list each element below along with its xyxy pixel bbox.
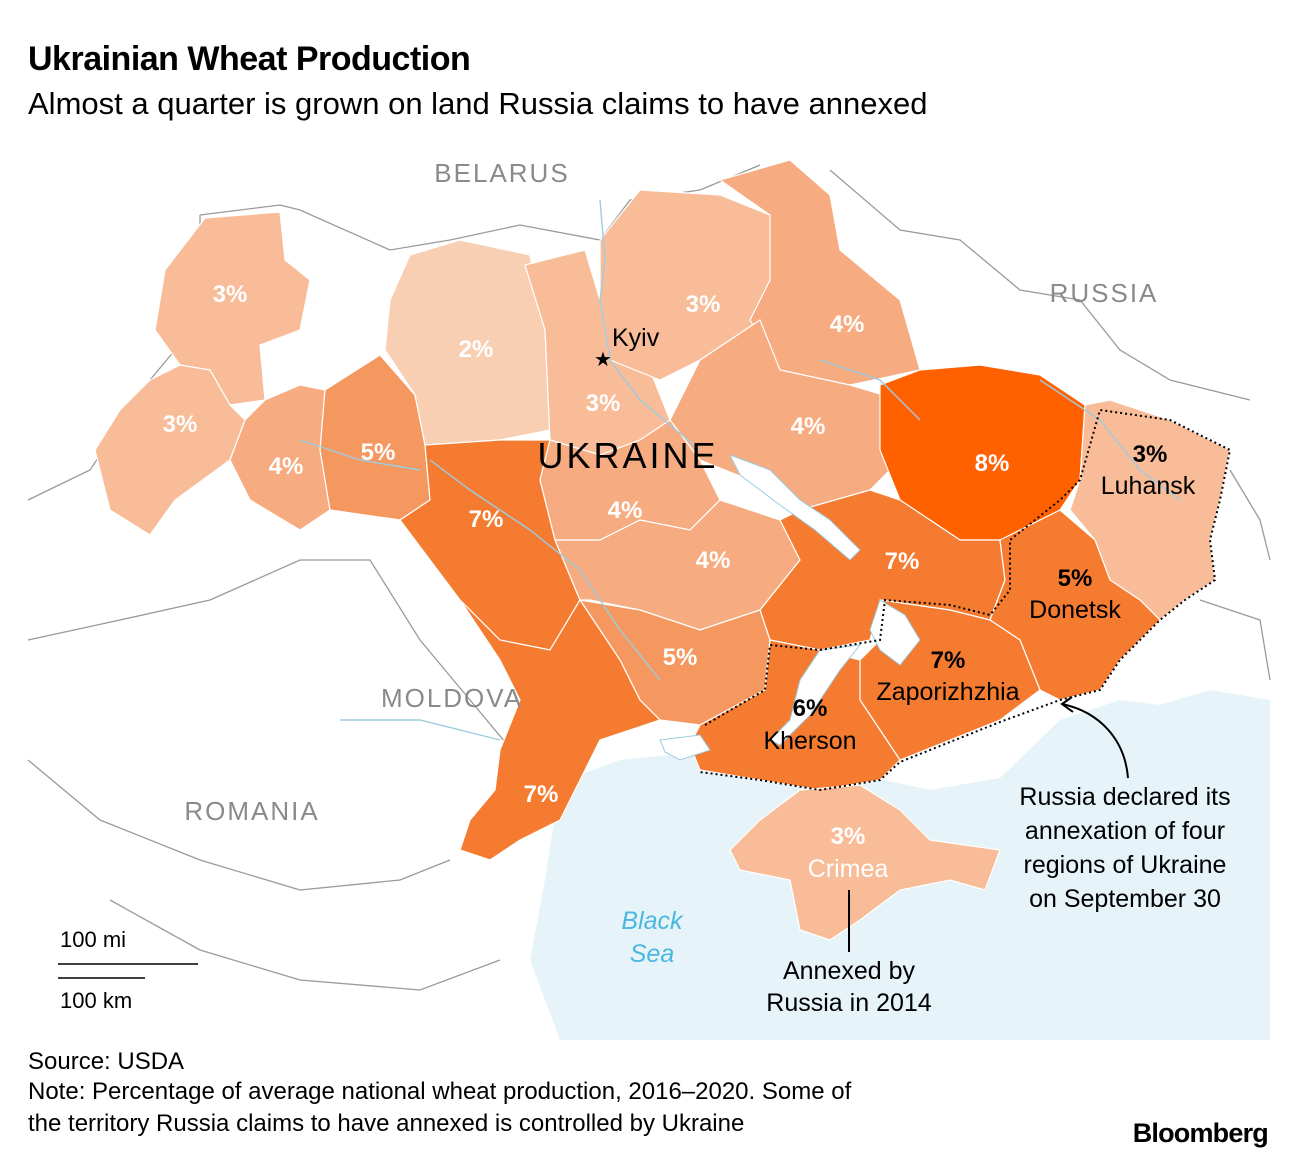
value-dnipropetrovsk: 7% xyxy=(885,548,920,575)
label-romania: ROMANIA xyxy=(184,796,319,826)
region-sumy xyxy=(718,159,921,386)
value-kharkiv: 8% xyxy=(975,450,1010,477)
footnote-line2: the territory Russia claims to have anne… xyxy=(28,1110,745,1137)
label-moldova: MOLDOVA xyxy=(381,683,523,713)
label-russia: RUSSIA xyxy=(1050,278,1159,308)
value-ternopil: 4% xyxy=(269,453,304,480)
value-kirovohrad: 4% xyxy=(696,547,731,574)
value-kherson: 6% xyxy=(793,695,828,722)
value-poltava: 4% xyxy=(791,413,826,440)
value-luhansk: 3% xyxy=(1133,441,1168,468)
value-zhytomyr: 2% xyxy=(459,336,494,363)
footnote-line1: Note: Percentage of average national whe… xyxy=(28,1078,852,1105)
crimea-note-line1: Annexed by xyxy=(783,957,916,985)
value-zaporizhzhia: 7% xyxy=(931,647,966,674)
region-odesa xyxy=(459,598,662,861)
scale-km-label: 100 km xyxy=(60,988,132,1013)
rivers xyxy=(299,199,1181,741)
value-chernihiv: 3% xyxy=(686,291,721,318)
value-lviv: 3% xyxy=(163,411,198,438)
annexation-note-line3: regions of Ukraine xyxy=(1024,851,1227,879)
name-donetsk: Donetsk xyxy=(1029,596,1121,624)
annexation-arrow xyxy=(1061,703,1129,779)
annexation-note-line2: annexation of four xyxy=(1025,817,1225,845)
ukraine-wheat-map: BELARUS RUSSIA MOLDOVA ROMANIA UKRAINE B… xyxy=(27,158,1271,1040)
label-kyiv: Kyiv xyxy=(612,324,660,352)
region-kharkiv xyxy=(879,364,1086,541)
oblast-regions xyxy=(94,159,1231,941)
crimea-note-line2: Russia in 2014 xyxy=(766,989,931,1017)
bloomberg-logo: Bloomberg xyxy=(1132,1118,1269,1148)
label-sea-line1: Black xyxy=(621,907,684,935)
source-note: Source: USDA xyxy=(28,1048,185,1075)
chart-title: Ukrainian Wheat Production xyxy=(28,40,471,78)
scale-miles-label: 100 mi xyxy=(60,927,126,952)
name-zaporizhzhia: Zaporizhzhia xyxy=(876,678,1019,706)
region-lviv xyxy=(94,364,246,536)
value-crimea: 3% xyxy=(831,823,866,850)
label-sea-line2: Sea xyxy=(630,940,675,968)
name-luhansk: Luhansk xyxy=(1101,472,1196,500)
value-kyiv: 3% xyxy=(586,390,621,417)
label-belarus: BELARUS xyxy=(434,158,569,188)
dnipro-river xyxy=(659,454,921,761)
value-cherkasy: 4% xyxy=(608,497,643,524)
value-vinnytsia: 7% xyxy=(469,506,504,533)
value-volyn: 3% xyxy=(213,281,248,308)
value-khmelnytskyi: 5% xyxy=(361,439,396,466)
name-kherson: Kherson xyxy=(763,727,856,755)
chart-subtitle: Almost a quarter is grown on land Russia… xyxy=(28,86,928,121)
value-odesa: 7% xyxy=(524,781,559,808)
value-donetsk: 5% xyxy=(1058,565,1093,592)
annexation-arrowhead xyxy=(1060,696,1074,713)
value-mykolaiv: 5% xyxy=(663,644,698,671)
name-crimea: Crimea xyxy=(808,855,889,883)
annexation-note-line1: Russia declared its xyxy=(1019,783,1230,811)
capital-star-icon: ★ xyxy=(594,349,612,371)
label-ukraine: UKRAINE xyxy=(537,435,718,476)
annexation-note-line4: on September 30 xyxy=(1029,885,1221,913)
value-sumy: 4% xyxy=(830,311,865,338)
